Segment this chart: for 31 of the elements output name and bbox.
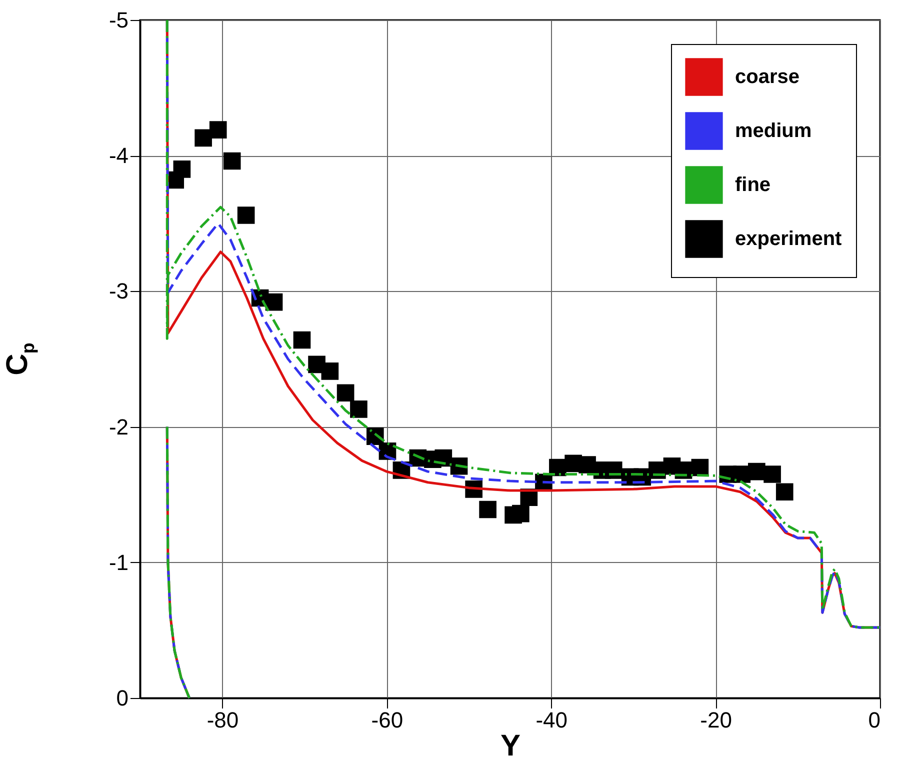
legend-label: fine (735, 174, 771, 196)
x-tick-label: -20 (700, 708, 732, 732)
y-tick-label: 0 (116, 686, 128, 710)
point (321, 362, 339, 380)
y-tick-label: -3 (108, 278, 128, 304)
point (512, 504, 530, 522)
legend-label: experiment (735, 228, 842, 250)
point (479, 500, 496, 518)
point (776, 483, 794, 501)
point (209, 121, 227, 138)
y-tick-label: -4 (108, 143, 128, 168)
point (748, 462, 766, 480)
x-tick-label: -40 (536, 708, 568, 732)
x-tick-label: -80 (206, 708, 239, 732)
x-tick-label: 0 (868, 708, 880, 732)
point (764, 466, 781, 483)
point (223, 152, 241, 170)
legend-label: coarse (735, 66, 800, 88)
point (194, 129, 212, 147)
y-tick-label: -5 (108, 8, 128, 32)
point (265, 293, 283, 311)
legend-label: medium (735, 120, 812, 142)
x-tick-label: -60 (371, 708, 404, 732)
point (350, 400, 368, 418)
y-tick-label: -2 (108, 414, 128, 440)
y-tick-label: -1 (108, 550, 128, 575)
point (173, 160, 191, 178)
point (336, 384, 354, 402)
x-axis-title: Y (500, 730, 521, 762)
point (237, 206, 255, 224)
point (293, 331, 311, 349)
